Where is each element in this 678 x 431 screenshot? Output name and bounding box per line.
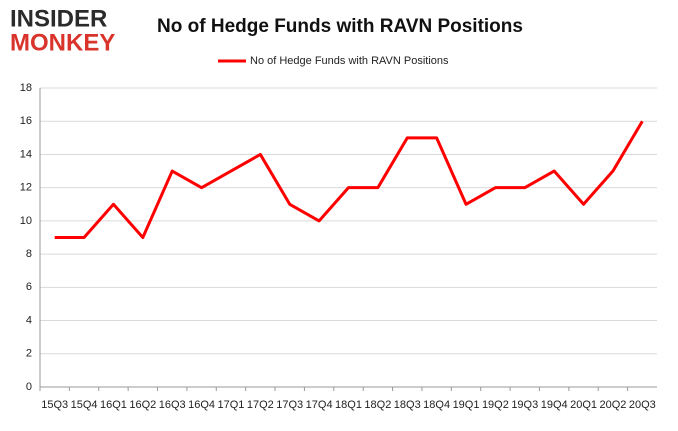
- y-tick-label: 12: [20, 182, 32, 194]
- x-tick-label: 19Q3: [511, 399, 538, 411]
- x-tick-label: 20Q1: [570, 399, 597, 411]
- x-tick-label: 20Q2: [599, 399, 626, 411]
- y-tick-label: 16: [20, 115, 32, 127]
- x-tick-label: 20Q3: [629, 399, 656, 411]
- x-tick-label: 16Q3: [159, 399, 186, 411]
- legend-label: No of Hedge Funds with RAVN Positions: [250, 55, 449, 67]
- data-line: [54, 120, 644, 239]
- logo-line2: MONKEY: [10, 29, 115, 56]
- x-tick-label: 19Q1: [453, 399, 480, 411]
- y-tick-label: 8: [26, 248, 32, 260]
- x-tick-label: 19Q2: [482, 399, 509, 411]
- chart-title: No of Hedge Funds with RAVN Positions: [157, 16, 523, 37]
- x-tick-label: 16Q2: [129, 399, 156, 411]
- y-tick-label: 6: [26, 281, 32, 293]
- y-tick-label: 10: [20, 215, 32, 227]
- x-tick-label: 15Q4: [71, 399, 98, 411]
- y-tick-label: 2: [26, 348, 32, 360]
- x-tick-label: 18Q2: [364, 399, 391, 411]
- y-tick-label: 14: [20, 148, 32, 160]
- x-tick-label: 15Q3: [41, 399, 68, 411]
- x-tick-label: 18Q4: [423, 399, 450, 411]
- x-tick-label: 19Q4: [541, 399, 568, 411]
- x-tick-label: 17Q1: [218, 399, 245, 411]
- x-tick-label: 18Q1: [335, 399, 362, 411]
- y-tick-label: 18: [20, 82, 32, 94]
- x-tick-label: 16Q1: [100, 399, 127, 411]
- y-tick-label: 4: [26, 314, 32, 326]
- x-tick-label: 17Q2: [247, 399, 274, 411]
- logo-line1: INSIDER: [10, 5, 107, 32]
- x-tick-label: 17Q3: [276, 399, 303, 411]
- y-tick-label: 0: [26, 381, 32, 393]
- x-tick-label: 16Q4: [188, 399, 215, 411]
- x-tick-label: 17Q4: [306, 399, 333, 411]
- x-tick-label: 18Q3: [394, 399, 421, 411]
